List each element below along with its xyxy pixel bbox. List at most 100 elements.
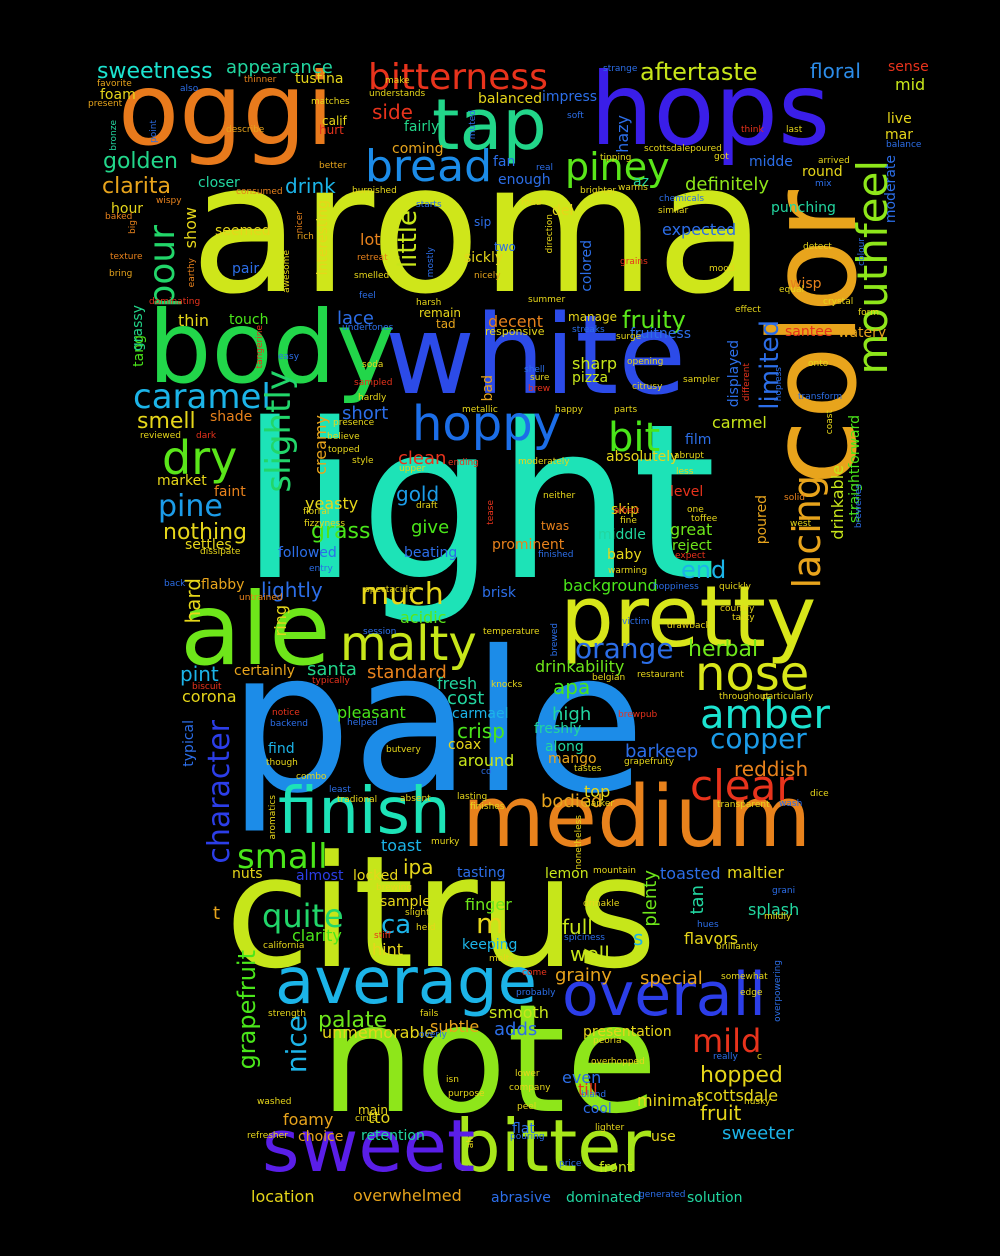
word-average: average bbox=[275, 945, 537, 1019]
word-hops: hops bbox=[590, 51, 831, 168]
word-grapefruity: grapefruity bbox=[624, 757, 675, 767]
word-responsive: responsive bbox=[485, 325, 545, 338]
word-clean: clean bbox=[398, 448, 447, 469]
word-drink: drink bbox=[285, 174, 336, 198]
word-absolutely: absolutely bbox=[606, 449, 679, 465]
word-believe: believe bbox=[327, 432, 360, 442]
word-two: two bbox=[494, 240, 516, 254]
word-topped: topped bbox=[328, 445, 360, 455]
word-barkeep: barkeep bbox=[625, 741, 699, 762]
word-appearance: appearance bbox=[226, 57, 333, 78]
word-feel: feel bbox=[359, 291, 376, 301]
word-strength: strength bbox=[268, 1009, 306, 1019]
word-throughout: throughout bbox=[719, 692, 770, 702]
word-co: co bbox=[481, 767, 492, 777]
word-aromatics: aromatics bbox=[268, 795, 278, 840]
word-shell: shell bbox=[524, 365, 545, 375]
word-fan: fan bbox=[493, 154, 516, 170]
word-untrained: untrained bbox=[239, 593, 283, 603]
word-real: real bbox=[536, 163, 554, 173]
word-round: round bbox=[802, 164, 843, 180]
word-ring: ring bbox=[271, 605, 290, 637]
word-make: make bbox=[385, 76, 410, 86]
word-mar: mar bbox=[885, 127, 913, 143]
word-tasty: tasty bbox=[732, 613, 755, 623]
word-brilliantly: brilliantly bbox=[716, 942, 758, 952]
word-c: c bbox=[757, 1052, 762, 1062]
word-overpowering: overpowering bbox=[773, 960, 783, 1022]
word-surge: surge bbox=[616, 332, 642, 342]
word-adds: adds bbox=[494, 1019, 538, 1040]
word-live: live bbox=[887, 111, 912, 127]
word-citrusy: citrusy bbox=[632, 382, 663, 392]
word-main: main bbox=[358, 1103, 388, 1117]
word-lightly: lightly bbox=[261, 578, 323, 602]
word-west: west bbox=[790, 519, 812, 529]
word-pour: pour bbox=[142, 225, 183, 308]
word-strange: strange bbox=[603, 64, 638, 74]
word-corona: corona bbox=[182, 687, 237, 706]
word-parts: parts bbox=[614, 405, 638, 415]
word-poured: poured bbox=[754, 495, 770, 545]
word-white: white bbox=[385, 291, 687, 419]
word-finished: finished bbox=[538, 550, 574, 560]
word-skip: skip bbox=[611, 502, 640, 518]
word-dissipate: dissipate bbox=[200, 547, 241, 557]
word-amber: amber bbox=[700, 692, 830, 738]
word-nuts: nuts bbox=[232, 866, 263, 882]
word-location: location bbox=[251, 1187, 315, 1206]
word-back: back bbox=[164, 579, 186, 589]
word-pale: pale bbox=[228, 609, 646, 836]
word-drinkable: drinkable bbox=[828, 465, 847, 540]
word-film: film bbox=[685, 432, 712, 448]
word-hues: hues bbox=[697, 920, 719, 930]
word-nicely: nicely bbox=[474, 271, 501, 281]
word-harsh: harsh bbox=[416, 298, 442, 308]
word-held: held bbox=[416, 923, 436, 933]
word-bronze: bronze bbox=[109, 120, 119, 151]
word-streaks: streaks bbox=[572, 325, 605, 335]
word-flavors: flavors bbox=[684, 929, 739, 948]
word-sure: sure bbox=[530, 373, 550, 383]
word-market: market bbox=[157, 473, 207, 489]
word-enough: enough bbox=[498, 172, 551, 188]
word-tad: tad bbox=[436, 317, 456, 331]
word-clarity: clarity bbox=[292, 926, 342, 945]
word-tap: tap bbox=[432, 84, 547, 166]
word-coax: coax bbox=[448, 737, 482, 753]
word-knocks: knocks bbox=[491, 680, 523, 690]
word-thin: thin bbox=[178, 311, 209, 330]
word-muted: muted bbox=[468, 110, 478, 140]
word-pouring: pouring bbox=[510, 1132, 545, 1142]
word-matches: matches bbox=[311, 97, 350, 107]
word-effect: effect bbox=[735, 305, 761, 315]
word-pretty: pretty bbox=[560, 568, 817, 667]
word-splash: splash bbox=[748, 900, 800, 919]
word-till: till bbox=[578, 1080, 598, 1099]
word-copper: copper bbox=[710, 722, 807, 755]
word-mood: mood bbox=[709, 264, 735, 274]
word-tastes: tastes bbox=[574, 764, 602, 774]
word-overly: overly bbox=[419, 1030, 447, 1040]
word-hazy: hazy bbox=[613, 115, 632, 153]
word-texture: texture bbox=[110, 252, 143, 262]
word-edge: edge bbox=[740, 988, 763, 998]
word-tease: tease bbox=[486, 500, 496, 525]
word-florral: florral bbox=[303, 507, 330, 517]
word-definitely: definitely bbox=[685, 174, 770, 195]
word-little: little bbox=[393, 210, 423, 269]
word-calif: calif bbox=[322, 114, 347, 128]
word-even: even bbox=[562, 1068, 602, 1087]
word-high: high bbox=[552, 704, 592, 725]
word-retreat: retreat bbox=[357, 253, 388, 263]
word-butvery: butvery bbox=[386, 745, 421, 755]
word-country: country bbox=[720, 604, 755, 614]
word-husky: husky bbox=[744, 1097, 771, 1107]
word-typically: typically bbox=[312, 676, 350, 686]
word-smell: smell bbox=[137, 409, 196, 434]
word-burnished: burnished bbox=[352, 186, 397, 196]
word-hoppiness: hoppiness bbox=[653, 582, 699, 592]
word-nothing: nothing bbox=[163, 520, 247, 545]
word-opening: opening bbox=[627, 357, 664, 367]
word-reject: reject bbox=[672, 538, 712, 554]
